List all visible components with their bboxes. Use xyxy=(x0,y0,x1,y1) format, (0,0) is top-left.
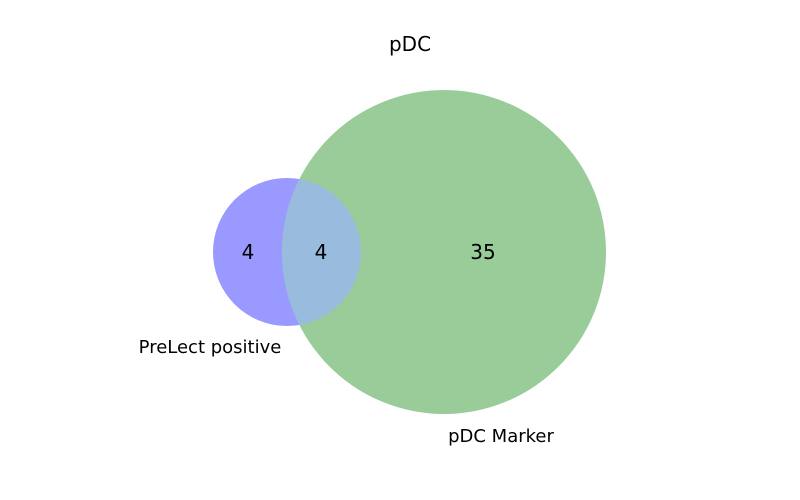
intersection-count: 4 xyxy=(315,240,328,264)
only-set-b-count: 35 xyxy=(470,240,495,264)
set-a-label: PreLect positive xyxy=(139,337,282,358)
overlap-region xyxy=(282,178,361,326)
only-set-a-count: 4 xyxy=(242,240,255,264)
set-b-circle xyxy=(282,90,606,414)
chart-title: pDC xyxy=(389,32,431,56)
set-b-label: pDC Marker xyxy=(448,426,554,447)
